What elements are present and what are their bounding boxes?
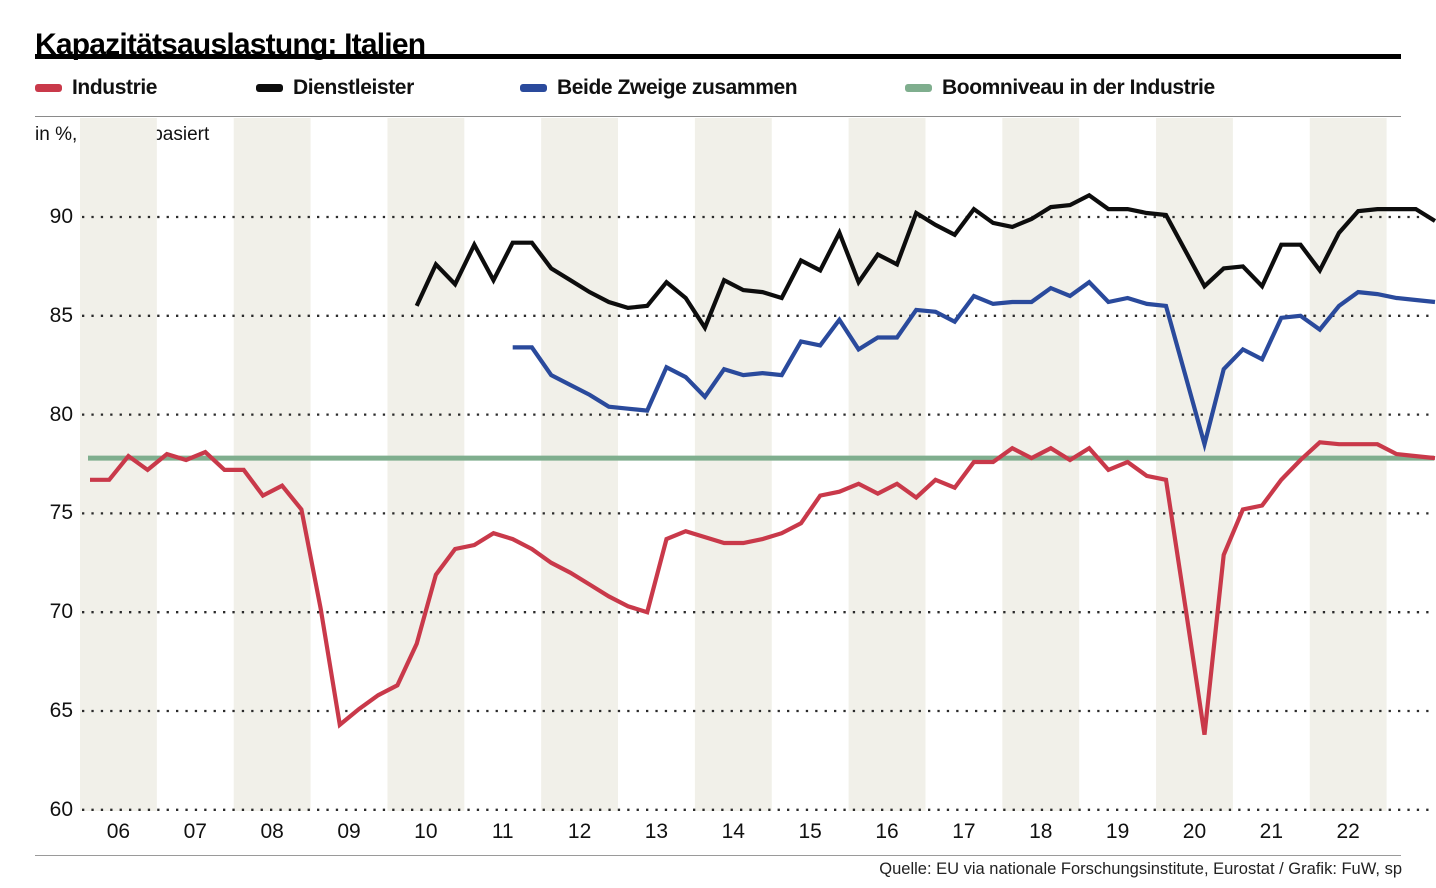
series-dienstleister-line: [414, 192, 1436, 333]
source-note: Quelle: EU via nationale Forschungsinsti…: [879, 860, 1402, 878]
legend: Industrie Dienstleister Beide Zweige zus…: [0, 76, 1436, 108]
bottom-rule: [35, 855, 1401, 856]
x-tick-label-15: 15: [798, 820, 822, 843]
y-tick-label-80: 80: [49, 402, 73, 426]
boomniveau-swatch-icon: [905, 84, 932, 92]
year-band-18: [1002, 118, 1080, 811]
x-tick-label-06: 06: [106, 820, 131, 843]
beide-zweige-swatch-icon: [520, 84, 547, 92]
series-industrie-line: [90, 440, 1436, 736]
year-band-12: [541, 118, 619, 811]
x-tick-label-18: 18: [1029, 820, 1053, 843]
x-tick-label-16: 16: [875, 820, 899, 843]
legend-item-dienstleister: Dienstleister: [256, 76, 414, 100]
title-rule: [35, 54, 1401, 59]
year-band-06: [80, 118, 157, 811]
x-tick-label-22: 22: [1336, 820, 1360, 843]
x-tick-label-20: 20: [1182, 820, 1207, 843]
x-tick-label-08: 08: [260, 820, 284, 843]
x-tick-label-11: 11: [491, 820, 514, 843]
legend-label: Industrie: [72, 76, 158, 99]
y-tick-label-85: 85: [49, 303, 73, 327]
x-tick-label-12: 12: [567, 820, 592, 843]
y-tick-label-60: 60: [49, 797, 73, 821]
legend-label: Dienstleister: [293, 76, 414, 99]
x-tick-label-19: 19: [1105, 820, 1130, 843]
y-tick-label-90: 90: [49, 205, 73, 228]
x-tick-label-09: 09: [337, 820, 361, 843]
legend-item-beide-zweige: Beide Zweige zusammen: [520, 76, 798, 100]
year-band-10: [387, 118, 465, 811]
legend-item-boomniveau: Boomniveau in der Industrie: [905, 76, 1215, 100]
x-tick-label-07: 07: [183, 820, 207, 843]
x-tick-label-13: 13: [644, 820, 669, 843]
year-band-14: [694, 118, 772, 811]
industrie-swatch-icon: [35, 84, 62, 92]
year-band-16: [848, 118, 926, 811]
legend-rule: [35, 116, 1401, 117]
x-tick-label-10: 10: [414, 820, 438, 843]
y-tick-label-75: 75: [49, 501, 73, 525]
x-tick-label-14: 14: [721, 820, 745, 843]
x-tick-label-17: 17: [952, 820, 976, 843]
legend-item-industrie: Industrie: [35, 76, 157, 100]
year-band-20: [1156, 118, 1233, 811]
y-tick-label-65: 65: [49, 699, 73, 722]
year-band-22: [1309, 118, 1387, 811]
year-band-08: [233, 118, 311, 811]
y-tick-label-70: 70: [49, 600, 73, 624]
dienstleister-swatch-icon: [256, 84, 283, 92]
x-tick-label-21: 21: [1259, 820, 1283, 843]
legend-label: Boomniveau in der Industrie: [942, 76, 1215, 99]
legend-label: Beide Zweige zusammen: [557, 76, 798, 99]
series-beide-zweige-zusammen-line: [512, 279, 1436, 453]
